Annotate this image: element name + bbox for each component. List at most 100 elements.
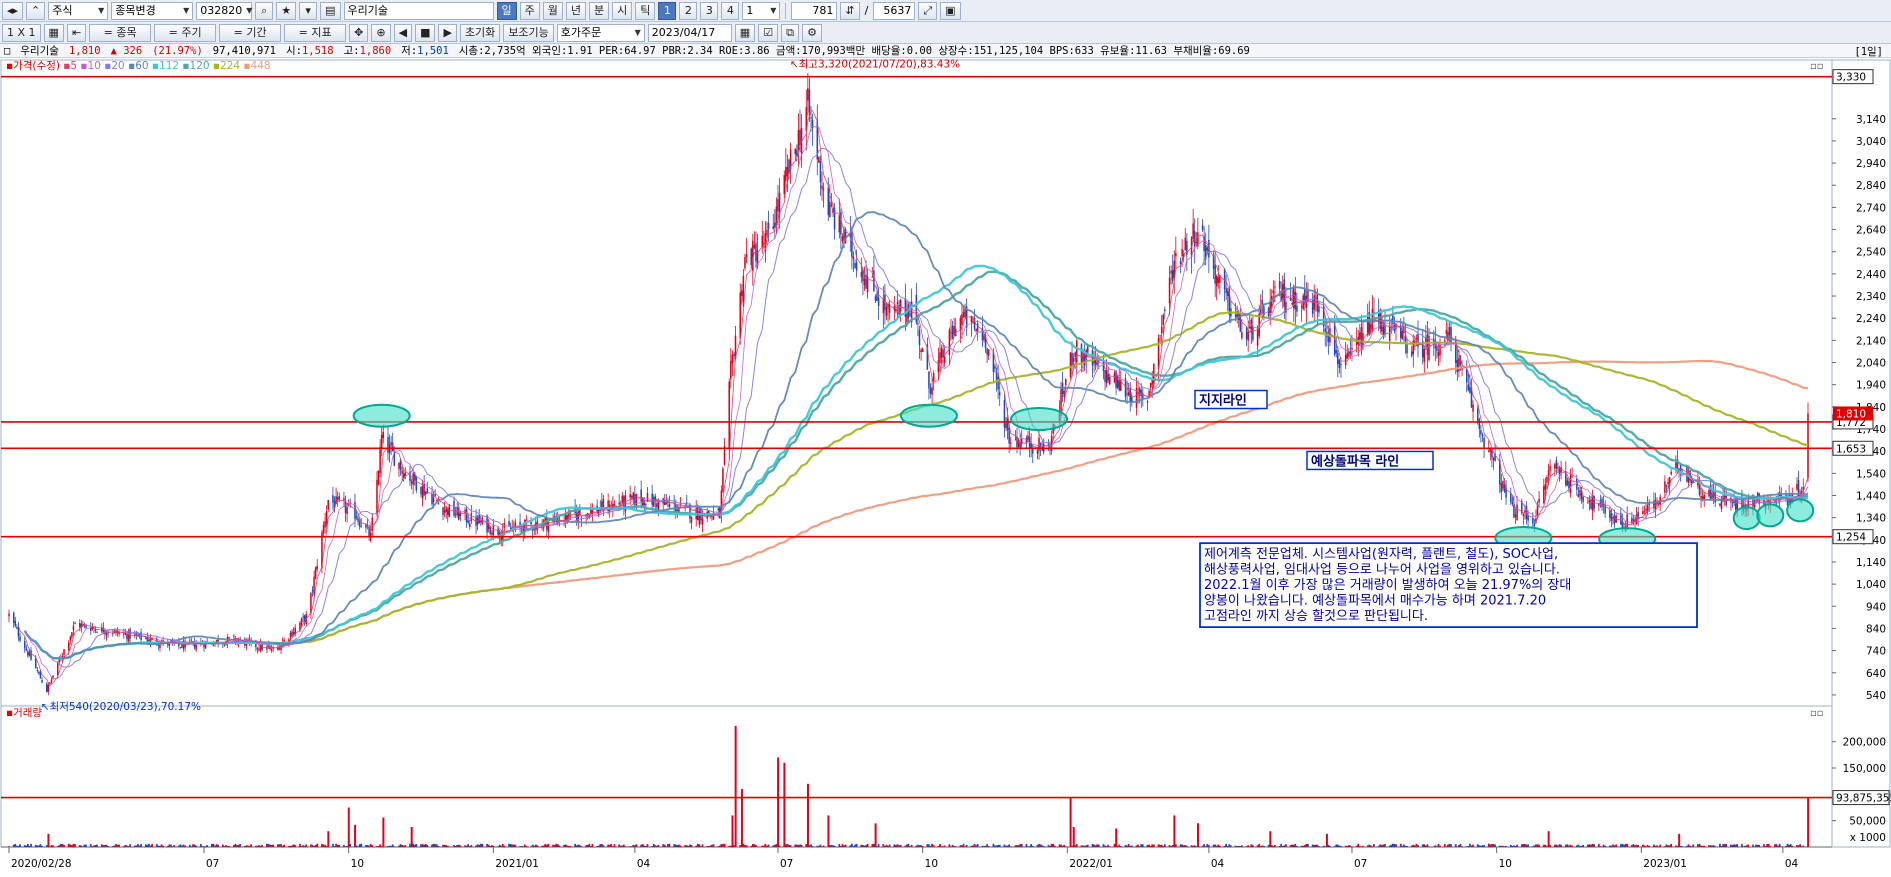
- search-settings-icon[interactable]: ⚙: [802, 23, 822, 42]
- candle: [1060, 389, 1062, 416]
- volume-bar: [1236, 846, 1239, 847]
- search-icon[interactable]: ⌕: [255, 1, 274, 20]
- volume-bar: [269, 844, 271, 847]
- volume-bar: [1681, 846, 1684, 847]
- order-book-button[interactable]: 호가주문 ▼: [556, 23, 645, 42]
- volume-bar: [778, 845, 781, 847]
- layout-ratio-button[interactable]: 1 X 1: [2, 23, 41, 42]
- x-tick-label: 07: [1354, 858, 1367, 870]
- volume-bar: [1263, 845, 1265, 847]
- period-button-year[interactable]: 년: [565, 1, 587, 20]
- stock-code-input[interactable]: 032820 ▼: [196, 1, 252, 20]
- period-button-tick[interactable]: 틱: [635, 1, 656, 20]
- grid-icon[interactable]: ▦: [43, 23, 64, 42]
- candle: [1538, 498, 1540, 503]
- volume-bar: [1437, 843, 1440, 847]
- interval-button-3[interactable]: 3: [700, 1, 719, 20]
- candle: [310, 593, 312, 614]
- volume-bar: [1564, 844, 1567, 847]
- volume-bar: [950, 846, 952, 847]
- chart-area[interactable]: ▪가격(수정) ▪5 ▪10 ▪20 ▪60 ▪112 ▪120 ▪224 ▪4…: [0, 58, 1891, 874]
- save-icon[interactable]: ▣: [940, 1, 961, 20]
- volume-bar: [1129, 845, 1132, 847]
- candle: [712, 512, 715, 520]
- stock-change-button[interactable]: 종목변경 ▼: [111, 1, 194, 20]
- candle: [1774, 499, 1776, 503]
- volume-bar: [1338, 845, 1341, 847]
- period-button-month[interactable]: 월: [542, 1, 563, 20]
- chevron-down-icon[interactable]: ▾: [299, 1, 318, 20]
- interval-select[interactable]: 1 ▼: [742, 1, 781, 20]
- aux-function-button[interactable]: 보조기능: [503, 23, 554, 42]
- interval-button-4[interactable]: 4: [721, 1, 740, 20]
- candle: [1568, 481, 1570, 489]
- stock-chart-svg[interactable]: ▪가격(수정) ▪5 ▪10 ▪20 ▪60 ▪112 ▪120 ▪224 ▪4…: [0, 58, 1891, 874]
- candle: [1008, 428, 1010, 444]
- candle: [855, 262, 858, 271]
- x-tick-label: 07: [206, 858, 219, 870]
- period-menu-button[interactable]: = 주기: [154, 23, 217, 42]
- volume-bar: [1047, 844, 1050, 847]
- interval-button-2[interactable]: 2: [679, 1, 698, 20]
- volume-bar: [402, 845, 405, 847]
- copy-icon[interactable]: ⧉: [781, 23, 800, 42]
- chevron-up-icon[interactable]: ⌃: [26, 1, 46, 20]
- indicator-menu-button[interactable]: = 지표: [284, 23, 347, 42]
- candle: [1646, 505, 1649, 512]
- candle: [874, 296, 877, 301]
- volume-bar: [321, 843, 323, 847]
- zoom-icon[interactable]: ⊕: [371, 23, 391, 42]
- bar-count-input[interactable]: 781: [791, 1, 838, 20]
- candle: [1384, 324, 1386, 335]
- spinner-icon[interactable]: ⇵: [840, 1, 860, 20]
- period-button-day[interactable]: 일: [496, 1, 517, 20]
- volume-bar: [577, 844, 580, 847]
- candle: [1546, 476, 1548, 483]
- candle: [58, 659, 61, 663]
- market-select[interactable]: 주식 ▼: [48, 1, 109, 20]
- candle: [873, 270, 875, 291]
- volume-bar: [1082, 845, 1084, 847]
- play-forward-icon[interactable]: ▶: [438, 23, 457, 42]
- candle: [1366, 315, 1369, 335]
- volume-bar: [1358, 846, 1361, 847]
- volume-bar: [863, 845, 866, 847]
- candle: [948, 329, 951, 355]
- volume-bar: [1613, 845, 1616, 847]
- candle: [822, 189, 825, 191]
- volume-bar: [1686, 845, 1688, 847]
- period-button-hour[interactable]: 시: [612, 1, 633, 20]
- volume-bar: [500, 845, 503, 847]
- candle: [1467, 384, 1470, 391]
- reset-button[interactable]: 초기화: [459, 23, 501, 42]
- candle: [1050, 436, 1053, 452]
- stock-menu-button[interactable]: = 종목: [89, 23, 152, 42]
- range-menu-button[interactable]: = 기간: [219, 23, 282, 42]
- volume-bar: [962, 843, 965, 847]
- period-button-week[interactable]: 주: [519, 1, 540, 20]
- stop-icon[interactable]: ■: [415, 23, 436, 42]
- panel-toggle-button[interactable]: ◂▸: [2, 1, 24, 20]
- candle: [217, 639, 219, 645]
- volume-bar: [728, 845, 731, 847]
- volume-bar: [140, 844, 142, 847]
- interval-button-1[interactable]: 1: [658, 1, 677, 20]
- collapse-icon[interactable]: ⇤: [66, 23, 87, 42]
- volume-bar: [1053, 845, 1056, 847]
- volume-bar: [1571, 845, 1573, 847]
- date-input[interactable]: 2023/04/17: [647, 23, 732, 42]
- expand-icon[interactable]: ⤢: [918, 1, 938, 20]
- checkbox-icon[interactable]: ☑: [758, 23, 779, 42]
- volume-bar: [1052, 843, 1055, 847]
- list-icon[interactable]: ▤: [320, 1, 341, 20]
- info-stock-name: 우리기술: [20, 45, 59, 57]
- volume-spike: [410, 826, 413, 847]
- volume-bar: [1758, 844, 1761, 847]
- period-button-minute[interactable]: 분: [589, 1, 610, 20]
- move-icon[interactable]: ✥: [349, 23, 369, 42]
- candle: [896, 301, 899, 305]
- candle: [764, 233, 767, 252]
- play-back-icon[interactable]: ◀: [393, 23, 413, 42]
- calendar-icon[interactable]: ▦: [734, 23, 756, 42]
- star-icon[interactable]: ★: [276, 1, 297, 20]
